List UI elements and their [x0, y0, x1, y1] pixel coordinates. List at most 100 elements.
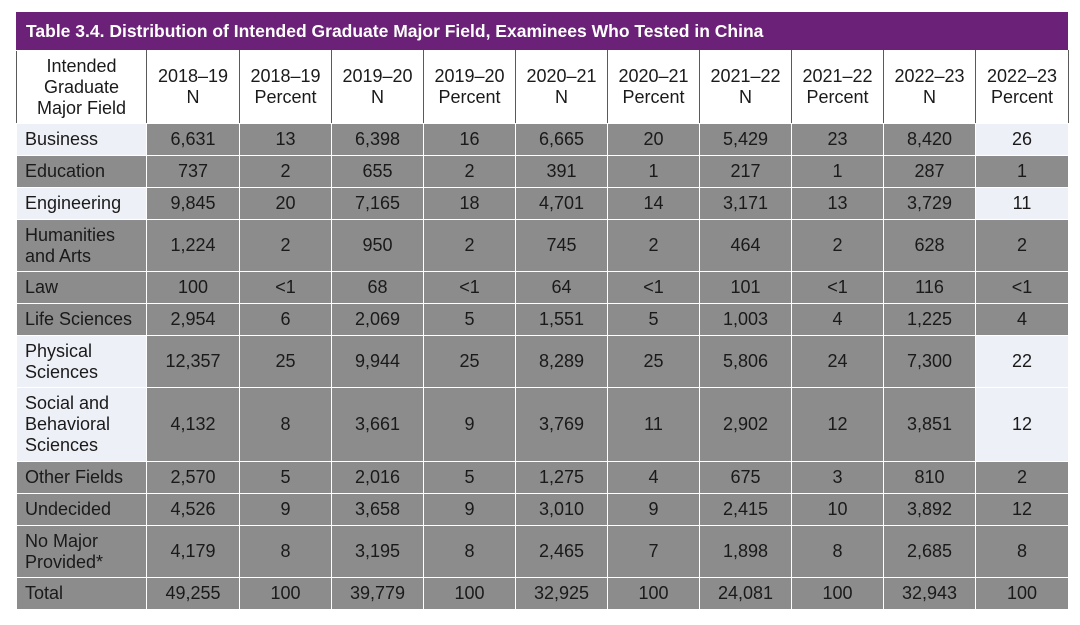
table-cell: <1 — [975, 271, 1069, 304]
table-row: Education 737 2 655 2 391 1 217 1 287 1 — [16, 155, 1069, 188]
table-cell: 100 — [423, 577, 516, 610]
table-cell: 745 — [515, 219, 608, 272]
table-cell: 14 — [607, 187, 700, 220]
row-label-line: Physical — [25, 340, 93, 361]
header-line: 2019–20 — [434, 66, 505, 86]
header-line: 2020–21 — [618, 66, 689, 86]
row-label-line: Law — [25, 277, 59, 297]
header-line: 2020–21 — [526, 66, 597, 86]
column-header: 2020–21 Percent — [607, 50, 700, 124]
header-line: Percent — [438, 87, 501, 107]
table-cell: 1 — [975, 155, 1069, 188]
header-line: N — [555, 87, 568, 107]
table-cell: 8 — [791, 525, 884, 578]
table-cell: <1 — [239, 271, 332, 304]
table-cell: 391 — [515, 155, 608, 188]
table-cell: 20 — [239, 187, 332, 220]
table-cell: 2,069 — [331, 303, 424, 336]
table-cell: 9 — [239, 493, 332, 526]
table-cell: 2 — [975, 461, 1069, 494]
table-cell: 25 — [607, 335, 700, 388]
row-label: No Major Provided* — [16, 525, 147, 578]
header-line: 2018–19 — [250, 66, 321, 86]
table-row: Life Sciences 2,954 6 2,069 5 1,551 5 1,003 4 1,2… — [16, 303, 1069, 336]
header-line: 2019–20 — [342, 66, 413, 86]
table-cell: 3,195 — [331, 525, 424, 578]
table-cell: 24 — [791, 335, 884, 388]
header-line: 2022–23 — [894, 66, 965, 86]
table-row: Business 6,631 13 6,398 16 6,665 20 5,429 23 8,42… — [16, 123, 1069, 156]
row-label-line: Sciences — [25, 361, 99, 382]
table-cell: 4,526 — [146, 493, 240, 526]
table-cell: 49,255 — [146, 577, 240, 610]
table-cell: 100 — [791, 577, 884, 610]
table-cell: 3,729 — [883, 187, 976, 220]
table-cell: <1 — [423, 271, 516, 304]
table-cell: 5 — [423, 461, 516, 494]
table-cell: 101 — [699, 271, 792, 304]
table-cell: 2,465 — [515, 525, 608, 578]
table-cell: 2,902 — [699, 387, 792, 462]
row-label: Social and Behavioral Sciences — [16, 387, 147, 462]
header-line: 2022–23 — [986, 66, 1058, 86]
table-row: Undecided 4,526 9 3,658 9 3,010 9 2,415 10 3,892 1… — [16, 493, 1069, 526]
row-label-line: No Major — [25, 530, 99, 551]
table-cell: 1,275 — [515, 461, 608, 494]
table-cell: 12 — [975, 387, 1069, 462]
table-cell: 12 — [791, 387, 884, 462]
table-cell: 32,943 — [883, 577, 976, 610]
table-cell: 675 — [699, 461, 792, 494]
table-cell: 3,010 — [515, 493, 608, 526]
table-cell: 3,851 — [883, 387, 976, 462]
row-label: Life Sciences — [16, 303, 147, 336]
table-cell: 100 — [975, 577, 1069, 610]
table-cell: 6 — [239, 303, 332, 336]
table-cell: 3,769 — [515, 387, 608, 462]
table-cell: <1 — [607, 271, 700, 304]
header-line: Percent — [254, 87, 317, 107]
row-label: Law — [16, 271, 147, 304]
table-cell: 18 — [423, 187, 516, 220]
row-label-line: Life Sciences — [25, 309, 133, 329]
row-label-line: Education — [25, 161, 106, 181]
table-cell: 25 — [423, 335, 516, 388]
column-header: 2022–23 N — [883, 50, 976, 124]
table-cell: 32,925 — [515, 577, 608, 610]
table-cell: 1,225 — [883, 303, 976, 336]
table-body: Business 6,631 13 6,398 16 6,665 20 5,429 23 8,42… — [16, 123, 1069, 610]
table-cell: 3,892 — [883, 493, 976, 526]
table-cell: 7 — [607, 525, 700, 578]
table-row: Humanities and Arts 1,224 2 950 2 745 2 464 2 628 2 — [16, 219, 1069, 272]
table-cell: 217 — [699, 155, 792, 188]
table-cell: 1,551 — [515, 303, 608, 336]
column-header: 2018–19 Percent — [239, 50, 332, 124]
row-label-line: and Arts — [25, 245, 92, 266]
table-cell: 2 — [239, 219, 332, 272]
row-label: Physical Sciences — [16, 335, 147, 388]
table-cell: 1 — [607, 155, 700, 188]
table-cell: 25 — [239, 335, 332, 388]
table-row: Physical Sciences 12,357 25 9,944 25 8,289 25 5,… — [16, 335, 1069, 388]
row-label: Other Fields — [16, 461, 147, 494]
row-label: Undecided — [16, 493, 147, 526]
header-line: N — [186, 87, 200, 107]
table-cell: 12 — [975, 493, 1069, 526]
table-cell: 2 — [975, 219, 1069, 272]
table-cell: 5,806 — [699, 335, 792, 388]
table-cell: 20 — [607, 123, 700, 156]
column-header: 2019–20 N — [331, 50, 424, 124]
table-cell: 64 — [515, 271, 608, 304]
table-cell: 8,420 — [883, 123, 976, 156]
table-cell: 68 — [331, 271, 424, 304]
table-cell: 9 — [423, 387, 516, 462]
row-label-line: Undecided — [25, 499, 112, 519]
table-cell: 8 — [239, 525, 332, 578]
table-row: Law 100 <1 68 <1 64 <1 101 <1 116 <1 — [16, 271, 1069, 304]
table-cell: 13 — [791, 187, 884, 220]
table-cell: 1,898 — [699, 525, 792, 578]
row-label-line: Business — [25, 129, 99, 149]
table-cell: 4,701 — [515, 187, 608, 220]
column-header: 2019–20 Percent — [423, 50, 516, 124]
row-label-line: Total — [25, 583, 64, 603]
row-label: Humanities and Arts — [16, 219, 147, 272]
